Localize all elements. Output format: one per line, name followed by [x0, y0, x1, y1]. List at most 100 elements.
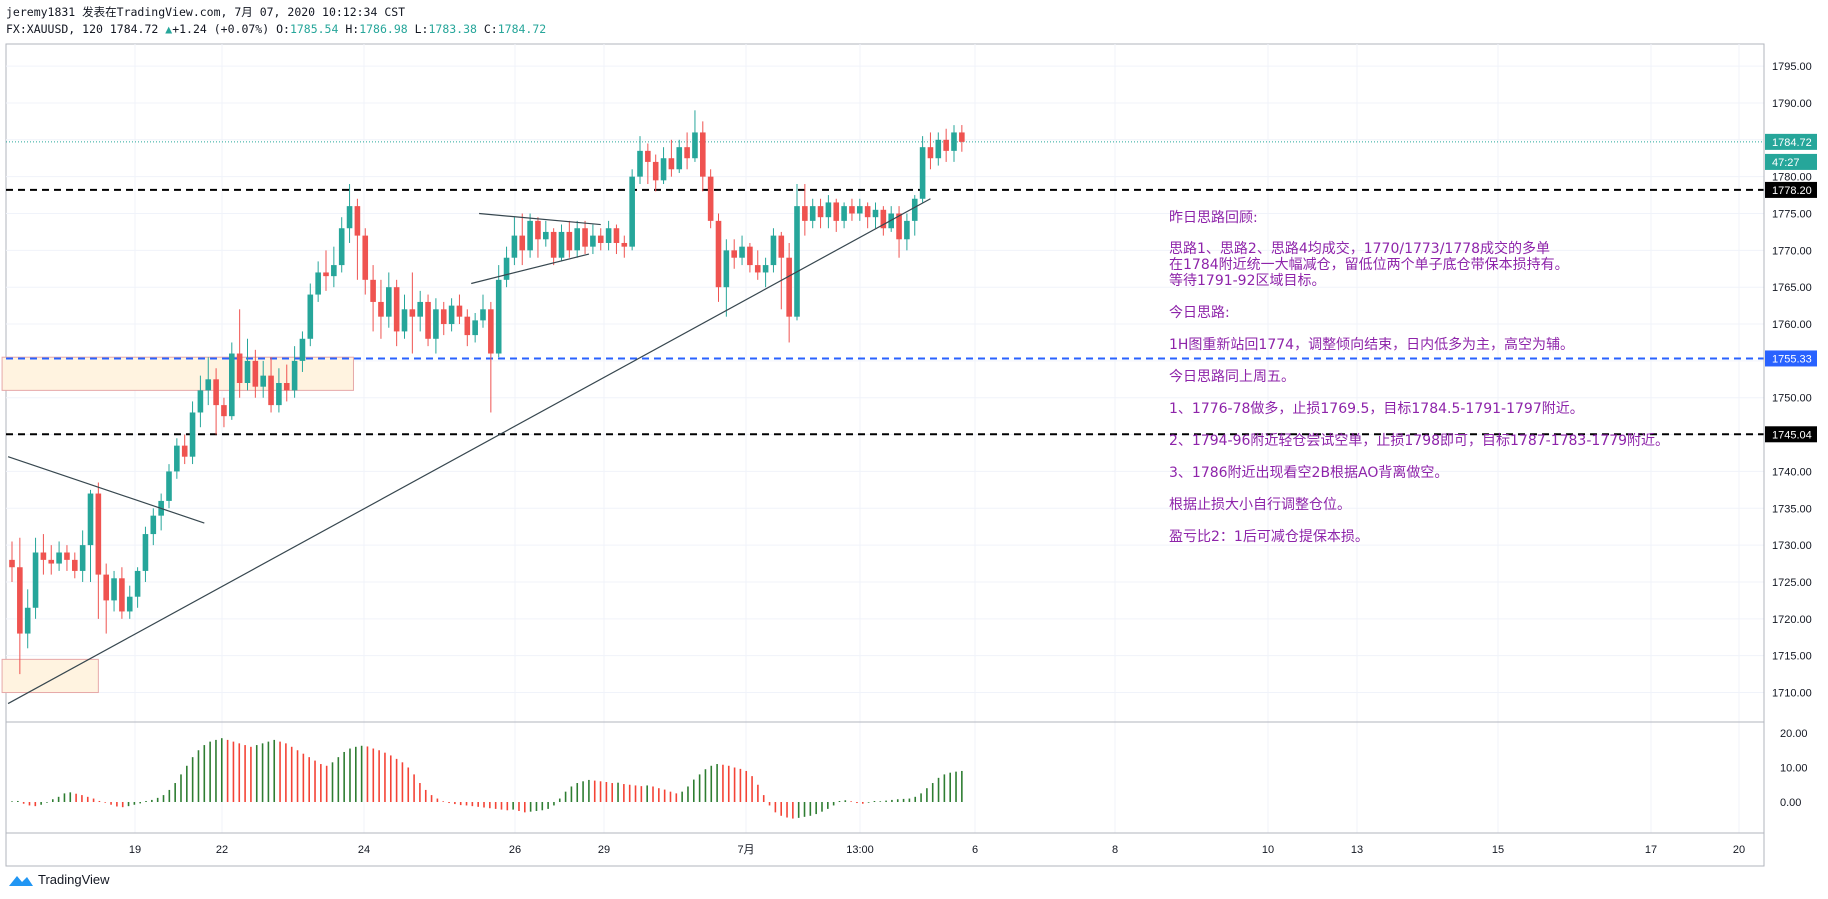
ao-histogram	[11, 738, 963, 819]
candle-body	[715, 220, 722, 288]
time-tick-label: 29	[598, 844, 610, 856]
candle-body	[535, 220, 541, 240]
time-tick-label: 22	[216, 844, 228, 856]
horizontal-levels	[6, 141, 1764, 436]
candle-body	[378, 301, 384, 317]
note-tip2: 盈亏比2：1后可减仓提保本损。	[1169, 529, 1369, 545]
candle-body	[433, 309, 439, 339]
candle-body	[283, 383, 290, 391]
time-axis[interactable]: 19 22 24 26 29 7月 13:00 6 8 10 13 15 17 20	[129, 844, 1745, 856]
time-tick-label: 8	[1112, 844, 1118, 856]
chart-frame	[5, 43, 1765, 867]
candle-body	[401, 309, 408, 332]
price-chart[interactable]: 1710.001715.001720.001725.001730.001735.…	[0, 0, 1828, 870]
trendline[interactable]	[471, 253, 590, 285]
price-label-text: 1784.72	[1772, 137, 1812, 149]
price-tick-label: 1735.00	[1772, 503, 1812, 515]
candle-body	[260, 375, 266, 387]
price-label-text: 1745.04	[1772, 429, 1812, 441]
price-tick-label: 1790.00	[1772, 98, 1812, 110]
price-tick-label: 1770.00	[1772, 245, 1812, 257]
candle-body	[464, 316, 471, 336]
trendline[interactable]	[479, 212, 601, 226]
candle-body	[762, 265, 769, 273]
time-tick-label: 7月	[737, 844, 754, 856]
candle-body	[495, 279, 502, 354]
price-tick-label: 1715.00	[1772, 651, 1812, 663]
candle-body	[323, 272, 329, 277]
low-label: L:	[414, 22, 429, 36]
candle-body	[692, 132, 698, 159]
candle-body	[503, 257, 510, 280]
candle-body	[126, 596, 133, 612]
time-tick-label: 24	[358, 844, 370, 856]
candle-body	[291, 360, 298, 391]
candle-body	[652, 161, 659, 181]
candle-body	[181, 445, 188, 457]
tradingview-logo-icon	[9, 875, 33, 886]
trendline[interactable]	[7, 198, 931, 705]
ao-tick-label: 20.00	[1780, 728, 1808, 740]
candle-body	[527, 220, 533, 251]
candle-body	[770, 235, 777, 266]
candle-body	[637, 150, 643, 177]
high-label: H:	[345, 22, 360, 36]
candle-body	[307, 294, 314, 339]
candle-body	[111, 578, 117, 601]
candle-body	[79, 545, 86, 571]
price-label-text: 1755.33	[1772, 353, 1812, 365]
ao-axis[interactable]: 0.00 10.00 20.00	[1780, 728, 1808, 809]
candle-body	[205, 379, 212, 391]
candle-body	[338, 228, 345, 266]
price-tick-label: 1780.00	[1772, 172, 1812, 184]
candle-body	[64, 552, 70, 560]
candle-body	[315, 272, 321, 295]
candle-body	[189, 412, 196, 457]
tradingview-brand[interactable]: TradingView	[8, 872, 110, 887]
candle-body	[142, 534, 149, 571]
candle-body	[605, 228, 612, 243]
candle-body	[935, 139, 942, 159]
note-today-line1: 1H图重新站回1774，调整倾向结束，日内低多为主，高空为辅。	[1169, 336, 1574, 353]
note-review-line1: 思路1、思路2、思路4均成交，1770/1773/1778成交的多单	[1169, 240, 1550, 257]
trendline[interactable]	[7, 456, 205, 524]
candle-body	[645, 150, 651, 162]
candle-body	[425, 301, 431, 339]
candle-body	[40, 552, 47, 560]
candle-body	[103, 574, 109, 601]
candle-body	[174, 445, 180, 472]
ohlc-row: FX:XAUUSD, 120 1784.72 ▲+1.24 (+0.07%) O…	[6, 21, 546, 38]
candle-body	[511, 235, 518, 258]
price-label-box	[1765, 153, 1817, 170]
candle-body	[448, 305, 455, 325]
candle-body	[927, 147, 934, 159]
candle-body	[747, 246, 753, 266]
note-today-line2: 今日思路同上周五。	[1169, 369, 1295, 385]
candle-body	[794, 206, 800, 317]
close-value: 1784.72	[497, 22, 547, 36]
price-labels: 1784.72 47:27 1778.20 1755.33 1745.04	[1765, 133, 1817, 443]
candle-body	[857, 206, 863, 214]
candle-body	[213, 379, 219, 406]
candle-body	[9, 559, 15, 568]
price-axis[interactable]: 1710.00 1715.00 1720.00 1725.00 1730.00 1735.…	[1772, 61, 1812, 699]
change-arrow-icon: ▲	[165, 22, 173, 36]
note-today-title: 今日思路:	[1169, 305, 1230, 321]
candle-body	[276, 383, 282, 406]
candle-body	[150, 515, 157, 535]
candle-body	[197, 390, 204, 413]
time-tick-label: 20	[1733, 844, 1745, 856]
candle-body	[778, 235, 785, 258]
candle-body	[488, 309, 494, 354]
candle-body	[849, 206, 855, 214]
price-tick-label: 1760.00	[1772, 319, 1812, 331]
price-tick-label: 1775.00	[1772, 209, 1812, 221]
candle-body	[951, 132, 957, 151]
high-value: 1786.98	[359, 22, 408, 36]
note-plan2: 2、1794-96附近轻仓尝试空单，止损1798即可，目标1787-1783-1…	[1169, 433, 1669, 449]
grid-lines	[6, 44, 1764, 833]
candle-body	[229, 353, 235, 417]
candle-body	[880, 209, 887, 229]
time-tick-label: 17	[1645, 844, 1657, 856]
candle-body	[244, 360, 251, 383]
